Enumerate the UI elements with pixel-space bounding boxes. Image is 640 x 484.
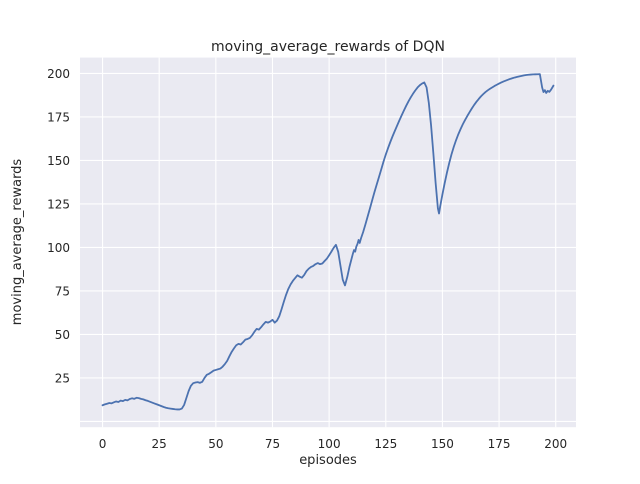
y-tick-label: 50 — [55, 328, 70, 342]
x-tick-label: 200 — [544, 437, 567, 451]
y-tick-label: 200 — [47, 67, 70, 81]
chart-title: moving_average_rewards of DQN — [211, 39, 445, 55]
plot-background — [80, 57, 576, 428]
series-line-moving_average_rewards — [101, 73, 555, 411]
y-tick-label: 100 — [47, 241, 70, 255]
y-tick-label: 75 — [55, 284, 70, 298]
plot-area: 0 25 50 75 100 125 150 175 200 25 50 75 100 125 150 175… — [47, 57, 576, 451]
x-tick-label: 150 — [431, 437, 454, 451]
y-tick-label: 125 — [47, 197, 70, 211]
x-tick-label: 50 — [208, 437, 223, 451]
y-tick-label: 175 — [47, 110, 70, 124]
x-tick-label: 25 — [152, 437, 167, 451]
x-axis-label: episodes — [299, 453, 357, 468]
y-tick-label: 25 — [55, 371, 70, 385]
y-tick-label: 150 — [47, 154, 70, 168]
x-tick-label: 125 — [374, 437, 397, 451]
x-tick-label: 100 — [318, 437, 341, 451]
y-axis-label: moving_average_rewards — [10, 159, 25, 326]
x-tick-label: 0 — [99, 437, 107, 451]
x-tick-label: 75 — [265, 437, 280, 451]
x-tick-label: 175 — [488, 437, 511, 451]
